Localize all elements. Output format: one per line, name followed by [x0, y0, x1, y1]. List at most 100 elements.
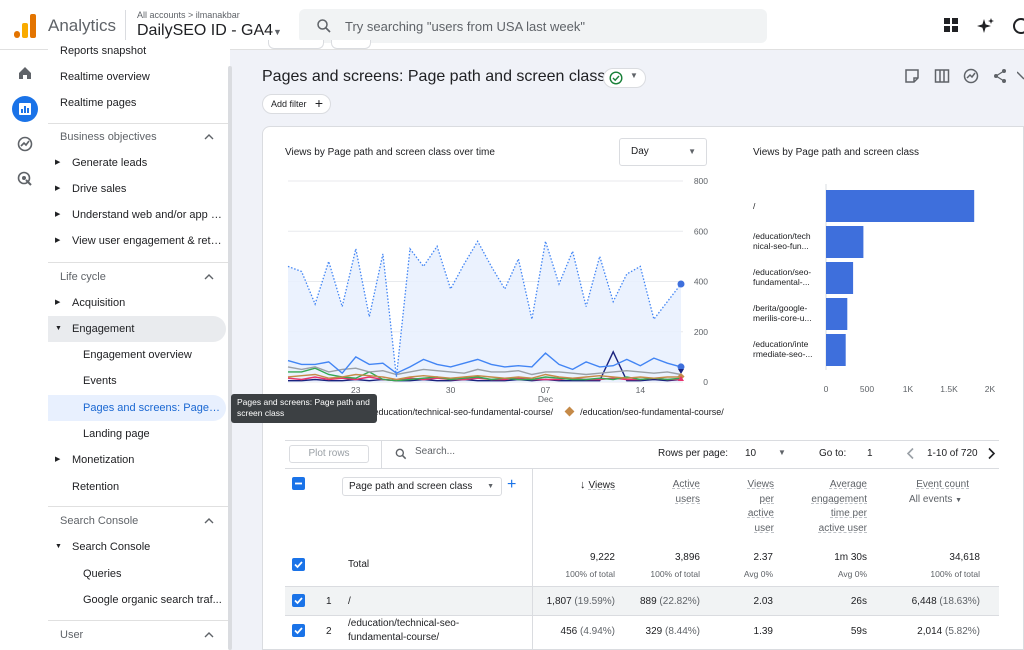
x-tick-label: 0 — [824, 384, 829, 394]
row-time: 59s — [850, 626, 867, 637]
table-toolbar — [285, 440, 999, 468]
search-icon — [395, 448, 407, 460]
nav-understand-web-app[interactable]: ▶ Understand web and/or app t... — [48, 202, 226, 228]
nav-view-user-engagement[interactable]: ▶ View user engagement & rete... — [48, 228, 226, 254]
event-filter-select[interactable]: All events ▼ — [909, 494, 963, 505]
nav-events[interactable]: Events — [83, 375, 117, 387]
row-index: 2 — [326, 626, 332, 637]
total-views-sub: 100% of total — [565, 569, 615, 579]
next-page-icon[interactable] — [986, 447, 996, 460]
x-tick-label: 1.5K — [940, 384, 958, 394]
section-business-objectives[interactable]: Business objectives — [48, 124, 226, 150]
sparkle-insights-icon[interactable] — [977, 17, 995, 35]
nav-landing-page[interactable]: Landing page — [83, 428, 150, 440]
granularity-select[interactable]: Day ▼ — [619, 138, 707, 166]
search-bar[interactable] — [299, 9, 767, 43]
nav-pages-and-screens[interactable]: Pages and screens: Page p... — [48, 395, 226, 421]
nav-divider — [48, 620, 230, 621]
nav-acquisition[interactable]: ▶ Acquisition — [48, 290, 226, 316]
plot-rows-button[interactable]: Plot rows — [289, 445, 369, 463]
nav-monetization[interactable]: ▶ Monetization — [48, 447, 226, 473]
apps-grid-icon[interactable] — [943, 17, 959, 33]
nav-queries[interactable]: Queries — [83, 568, 122, 580]
goto-input[interactable]: 1 — [867, 448, 873, 459]
more-icon[interactable] — [1017, 68, 1024, 84]
nav-google-organic-search[interactable]: Google organic search traf... — [83, 594, 222, 606]
search-input[interactable] — [345, 17, 745, 35]
total-row-checkbox[interactable] — [292, 558, 305, 571]
caret-down-icon: ▼ — [688, 147, 696, 156]
col-views-header[interactable]: ↓ Views — [579, 479, 615, 491]
add-dimension-plus-icon[interactable]: + — [507, 476, 517, 493]
section-search-console[interactable]: Search Console — [48, 508, 226, 534]
row-events: 2,014 (5.82%) — [917, 626, 980, 637]
customize-report-icon[interactable] — [934, 68, 950, 84]
x-tick-label: 30 — [446, 385, 456, 395]
insights-icon[interactable] — [963, 68, 979, 84]
bar — [826, 226, 864, 258]
bar — [826, 190, 975, 222]
nav-generate-leads[interactable]: ▶ Generate leads — [48, 150, 226, 176]
table-row[interactable] — [285, 586, 999, 615]
row-checkbox[interactable] — [292, 594, 305, 607]
home-icon[interactable] — [12, 60, 38, 86]
row-checkbox[interactable] — [292, 624, 305, 637]
rows-per-page-select[interactable]: 10 — [745, 448, 757, 459]
bar — [826, 298, 848, 330]
col-avg-engagement-header[interactable]: Average engagement time per active user — [811, 479, 867, 534]
sort-arrow-down-icon: ↓ — [579, 479, 589, 491]
nav-divider — [48, 123, 230, 124]
legend-item[interactable]: /education/seo-fundamental-course/ — [580, 407, 724, 417]
nav-scrollbar[interactable] — [228, 66, 232, 650]
nav-engagement-overview[interactable]: Engagement overview — [83, 349, 192, 361]
expand-arrow-icon: ▶ — [55, 456, 61, 463]
analytics-logo-icon[interactable] — [12, 14, 38, 38]
left-rail — [0, 50, 48, 650]
legend-diamond-icon — [564, 406, 575, 417]
nav-realtime-overview[interactable]: Realtime overview — [60, 71, 150, 83]
nav-realtime-pages[interactable]: Realtime pages — [60, 97, 137, 109]
account-breadcrumb[interactable]: All accounts > ilmanakbar — [137, 10, 240, 20]
divider — [285, 615, 999, 616]
section-life-cycle[interactable]: Life cycle — [48, 264, 226, 290]
prev-page-icon[interactable] — [906, 447, 916, 460]
edit-comparison-icon[interactable] — [904, 68, 920, 84]
collapse-arrow-icon: ▼ — [55, 325, 62, 332]
share-icon[interactable] — [992, 68, 1008, 84]
col-event-count-header[interactable]: Event count — [916, 479, 969, 490]
legend-item[interactable]: /education/technical-seo-fundamental-cou… — [371, 407, 554, 417]
nav-drive-sales[interactable]: ▶ Drive sales — [48, 176, 226, 202]
nav-engagement[interactable]: ▼ Engagement — [48, 316, 226, 342]
caret-down-icon: ▼ — [487, 483, 494, 490]
row-page-path[interactable]: / — [348, 596, 351, 607]
bar-category-label: merilis-core-u... — [753, 313, 812, 323]
nav-divider — [48, 262, 230, 263]
row-vpu: 2.03 — [753, 596, 773, 607]
dimension-select[interactable]: Page path and screen class ▼ — [342, 477, 502, 496]
select-all-checkbox[interactable] — [292, 477, 305, 490]
nav-search-console[interactable]: ▼ Search Console — [48, 534, 226, 560]
report-status-dropdown[interactable]: ▼ — [603, 68, 646, 88]
add-filter-button[interactable]: Add filter + — [262, 94, 331, 114]
reports-icon[interactable] — [12, 96, 38, 122]
collapse-arrow-icon: ▼ — [55, 543, 62, 550]
bar-category-label: /education/seo- — [753, 267, 811, 277]
expand-arrow-icon: ▶ — [55, 159, 61, 166]
table-search-input[interactable] — [415, 446, 615, 457]
row-page-path[interactable]: /education/technical-seo-fundamental-cou… — [348, 618, 460, 643]
table-search[interactable] — [381, 440, 643, 468]
help-icon[interactable] — [1012, 17, 1024, 35]
col-views-per-user-header[interactable]: Views per active user — [747, 479, 775, 534]
bar-chart-title: Views by Page path and screen class — [753, 147, 920, 158]
section-user[interactable]: User — [48, 622, 226, 648]
property-caret-icon[interactable]: ▼ — [273, 27, 282, 37]
property-selector[interactable]: DailySEO ID - GA4 — [137, 22, 274, 39]
nav-reports-snapshot[interactable]: Reports snapshot — [60, 45, 147, 57]
advertising-icon[interactable] — [12, 166, 38, 192]
total-vpu-sub: Avg 0% — [743, 569, 773, 579]
nav-retention[interactable]: Retention — [72, 481, 120, 493]
divider — [285, 468, 999, 469]
caret-down-icon[interactable]: ▼ — [778, 448, 786, 457]
explore-icon[interactable] — [12, 131, 38, 157]
col-active-users-header[interactable]: Active users — [672, 479, 700, 505]
